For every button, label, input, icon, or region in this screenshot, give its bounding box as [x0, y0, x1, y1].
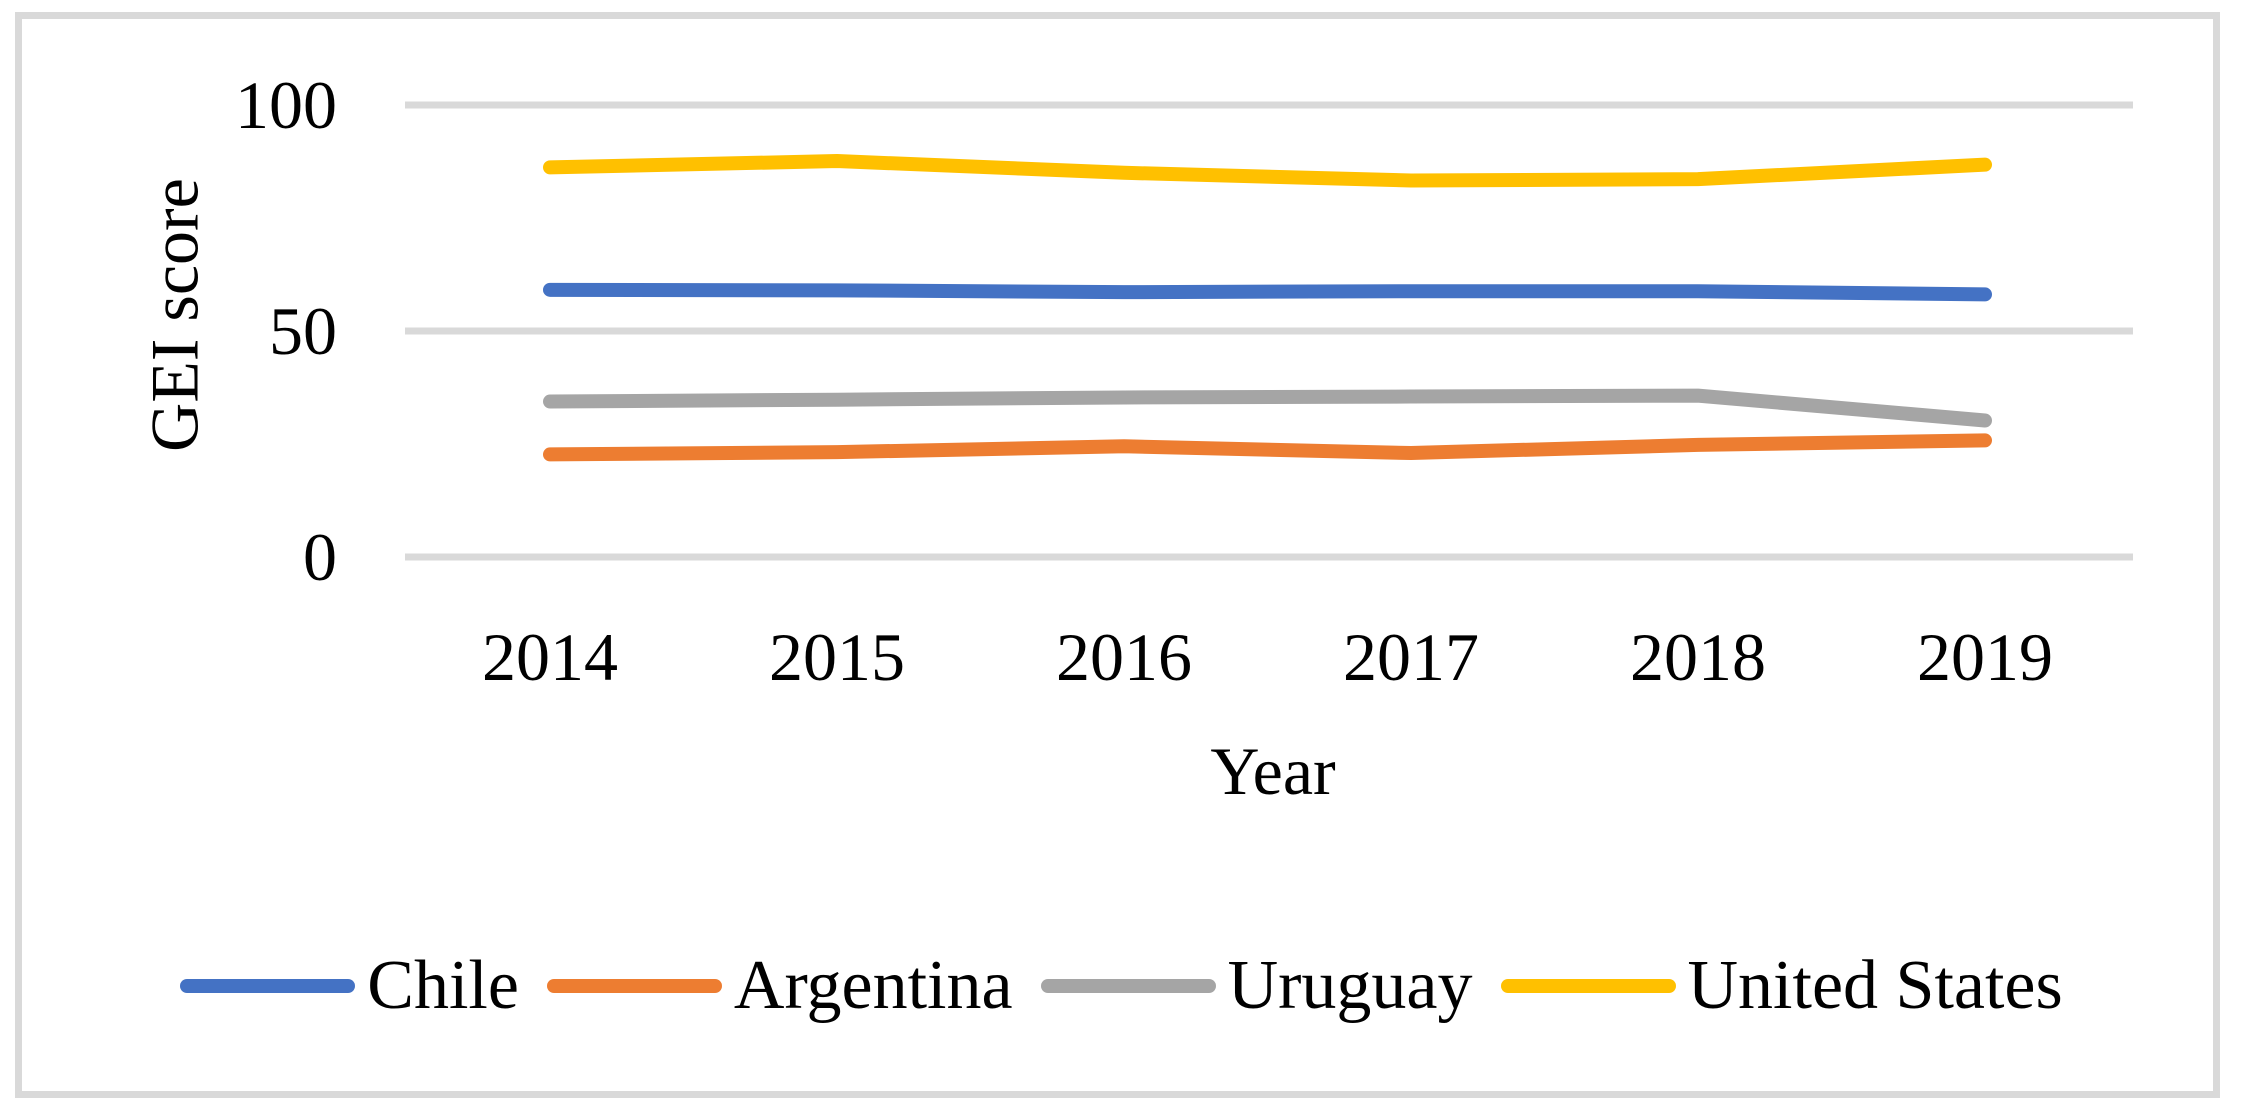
- legend-item-argentina: Argentina: [546, 936, 1013, 1036]
- x-tick-label-2017: 2017: [1343, 619, 1479, 695]
- legend-swatch-argentina: [546, 979, 722, 993]
- legend-label: Uruguay: [1227, 947, 1473, 1024]
- y-tick-label-0: 0: [303, 519, 337, 595]
- series-line-chile: [543, 282, 1992, 302]
- legend-item-chile: Chile: [180, 936, 519, 1036]
- x-tick-label-2019: 2019: [1917, 619, 2053, 695]
- y-axis-title: GEI score: [136, 178, 213, 452]
- legend-swatch-uruguay: [1040, 979, 1216, 993]
- x-tick-label-2016: 2016: [1056, 619, 1192, 695]
- legend-swatch-chile: [180, 979, 356, 993]
- x-tick-label-2014: 2014: [482, 619, 618, 695]
- chart-legend: Chile Argentina Uruguay United States: [40, 928, 2203, 1044]
- legend-label: Chile: [367, 947, 519, 1024]
- series-line-argentina: [543, 433, 1992, 462]
- y-tick-label-50: 50: [269, 293, 337, 369]
- legend-item-uruguay: Uruguay: [1040, 936, 1473, 1036]
- legend-label: United States: [1687, 947, 2063, 1024]
- y-tick-label-100: 100: [235, 67, 337, 143]
- x-tick-label-2015: 2015: [769, 619, 905, 695]
- series-line-united-states: [543, 154, 1992, 188]
- legend-swatch-united-states: [1500, 979, 1676, 993]
- x-tick-label-2018: 2018: [1630, 619, 1766, 695]
- x-axis-title: Year: [1210, 733, 1336, 809]
- legend-item-united-states: United States: [1500, 936, 2063, 1036]
- series-line-uruguay: [543, 388, 1992, 428]
- legend-label: Argentina: [733, 947, 1013, 1024]
